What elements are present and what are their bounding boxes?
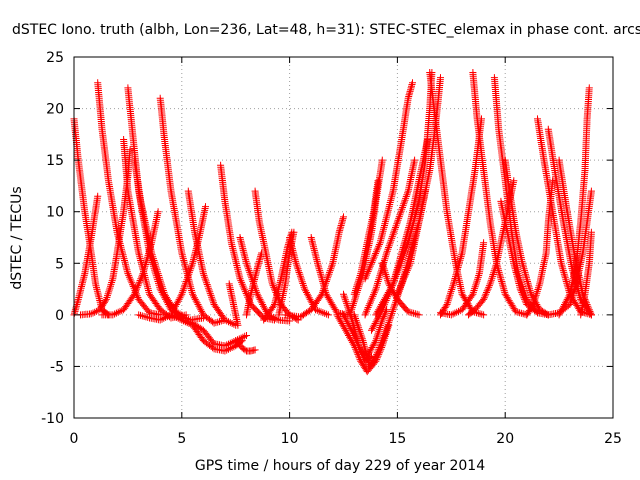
data-arc bbox=[497, 197, 541, 317]
data-arc bbox=[469, 69, 531, 319]
data-arc bbox=[555, 84, 593, 319]
plus-markers bbox=[361, 79, 416, 283]
data-arc bbox=[555, 156, 595, 319]
data-arc bbox=[77, 146, 134, 319]
x-tick-label: 5 bbox=[177, 431, 186, 447]
data-arc bbox=[361, 156, 419, 319]
plus-markers bbox=[555, 156, 595, 319]
x-tick-label: 10 bbox=[281, 431, 299, 447]
data-arc bbox=[350, 177, 382, 298]
x-axis-label: GPS time / hours of day 229 of year 2014 bbox=[195, 458, 485, 474]
y-tick-label: 0 bbox=[55, 308, 64, 324]
plus-markers bbox=[534, 115, 595, 319]
plus-markers bbox=[577, 228, 595, 319]
plus-markers bbox=[243, 249, 266, 319]
data-arc bbox=[534, 115, 595, 319]
data-arc bbox=[577, 228, 595, 319]
x-tick-label: 25 bbox=[604, 431, 622, 447]
x-tick-label: 20 bbox=[496, 431, 514, 447]
data-arc bbox=[544, 125, 595, 319]
plus-markers bbox=[70, 115, 112, 319]
plus-markers bbox=[361, 156, 419, 319]
data-arc bbox=[156, 94, 229, 327]
y-tick-label: 15 bbox=[46, 153, 64, 169]
chart-title: dSTEC Iono. truth (albh, Lon=236, Lat=48… bbox=[12, 22, 640, 38]
plus-markers bbox=[307, 234, 352, 319]
y-tick-label: -10 bbox=[41, 411, 64, 427]
plus-markers bbox=[225, 280, 242, 329]
plus-markers bbox=[94, 79, 164, 319]
x-tick-label: 15 bbox=[388, 431, 406, 447]
data-arc bbox=[243, 249, 266, 319]
grid-lines bbox=[74, 57, 613, 418]
y-tick-label: 25 bbox=[46, 50, 64, 66]
plus-markers bbox=[217, 161, 278, 324]
plus-markers bbox=[469, 69, 531, 319]
y-tick-label: 10 bbox=[46, 205, 64, 221]
plus-markers bbox=[555, 84, 593, 319]
plus-markers bbox=[184, 187, 240, 329]
data-arc bbox=[307, 234, 352, 319]
plus-markers bbox=[501, 156, 552, 319]
plus-markers bbox=[350, 177, 382, 298]
axis-ticks: 0 5 10 15 20 25 -10 -5 0 5 10 15 20 25 bbox=[41, 50, 622, 447]
plus-markers bbox=[156, 94, 229, 327]
x-tick-label: 0 bbox=[70, 431, 79, 447]
y-tick-label: 20 bbox=[46, 102, 64, 118]
plus-markers bbox=[77, 146, 134, 319]
y-tick-label: 5 bbox=[55, 256, 64, 272]
data-markers bbox=[70, 69, 595, 376]
plot-frame bbox=[73, 56, 614, 419]
plus-markers bbox=[120, 136, 190, 322]
data-arc bbox=[225, 280, 242, 329]
data-arc bbox=[501, 156, 552, 319]
data-arc bbox=[120, 136, 190, 322]
y-tick-label: -5 bbox=[50, 359, 64, 375]
data-arc bbox=[437, 239, 488, 319]
plus-markers bbox=[232, 337, 259, 355]
plus-markers bbox=[437, 239, 488, 319]
data-arc bbox=[184, 187, 240, 329]
data-arc bbox=[232, 337, 259, 355]
y-axis-label: dSTEC / TECUs bbox=[9, 186, 25, 289]
plus-markers bbox=[497, 197, 541, 317]
data-arc bbox=[361, 79, 416, 283]
data-arc bbox=[217, 161, 278, 324]
plus-markers bbox=[544, 125, 595, 319]
data-arc bbox=[70, 115, 112, 319]
data-arc bbox=[94, 79, 164, 319]
